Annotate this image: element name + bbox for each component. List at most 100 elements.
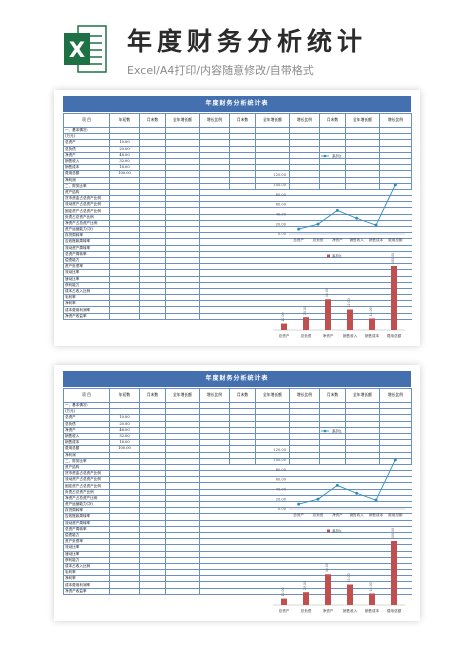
data-label: 18.00 [369,582,373,591]
data-point [335,208,339,212]
data-point [393,183,397,187]
y-tick-label: 100.00 [273,458,286,462]
data-label: 48.00 [325,563,329,572]
y-tick-label: 20.00 [276,222,287,226]
x-tick-label: 费用总额 [388,237,403,242]
table-row: 净资产收益率 [63,312,412,320]
x-tick-label: 销售成本 [369,237,384,242]
x-tick-label: 净资产 [323,333,334,338]
column-header: 全年增长额 [255,388,290,403]
x-tick-label: 销售收入 [343,608,358,613]
x-tick-label: 净资产 [323,608,334,613]
data-label: 32.00 [347,298,351,307]
column-header: 增长比例 [379,113,412,128]
x-tick-label: 销售成本 [369,512,384,517]
data-label: 20.00 [303,581,307,590]
x-tick-label: 销售成本 [365,333,380,338]
legend-swatch [327,529,330,533]
data-label: 10.00 [281,587,285,596]
x-tick-label: 总资产 [293,237,304,242]
y-tick-label: 40.00 [276,488,287,492]
data-label: 32.00 [347,573,351,582]
data-point [393,458,397,462]
empty-cell [165,312,200,320]
data-point [374,223,378,227]
y-tick-label: 60.00 [276,203,287,207]
x-tick-label: 销售收入 [349,237,364,242]
data-label: 100.00 [391,528,395,539]
row-label: 净资产收益率 [63,587,110,595]
y-tick-label: 80.00 [276,468,287,472]
legend-label: 系列1 [332,429,343,434]
x-tick-label: 总资产 [293,512,304,517]
data-point [355,216,359,220]
column-header: 增长比例 [289,113,320,128]
sheet-preview-1: 年度财务分析统计表 项 目年初数 月末数 全年增长额 增长比例 月末数 全年增长额 增长比例… [54,90,420,346]
table-header-row: 项 目年初数 月末数 全年增长额 增长比例 月末数 全年增长额 增长比例 月末数 全年增长额 增长… [63,113,412,128]
sheet-title: 年度财务分析统计表 [63,371,411,387]
column-header: 全年增长额 [345,113,380,128]
value-cell [109,312,140,320]
x-tick-label: 总负债 [301,333,312,338]
line-chart: 系列1 0.00 20.00 40.00 60.00 80.00 100.00 120.00 总… [273,429,405,517]
value-cell [109,587,140,595]
x-tick-label: 总负债 [301,608,312,613]
data-point [297,502,301,506]
line-chart: 系列1 0.00 20.00 40.00 60.00 80.00 100.00 120.00 总… [273,154,405,242]
y-tick-label: 60.00 [276,478,287,482]
bar-chart: 系列1 10.00 总资产 20.00 总负债 48.00 净资产 32.00 销售收入 18.0… [273,528,405,613]
x-tick-label: 总资产 [279,608,290,613]
column-header: 增长比例 [199,388,230,403]
page-subtitle: Excel/A4打印/内容随意修改/自带格式 [127,64,314,77]
row-label: 净资产收益率 [63,312,110,320]
bar [281,598,287,605]
legend-marker [323,429,327,433]
y-tick-label: 20.00 [276,497,287,501]
page-title: 年度财务分析统计 [127,27,368,56]
series-line [298,459,396,505]
legend-marker [323,154,327,158]
bar [325,574,331,605]
column-header: 月末数 [319,388,346,403]
column-header: 全年增长额 [255,113,290,128]
excel-logo-icon: X [64,25,107,73]
y-tick-label: 120.00 [273,448,286,452]
x-tick-label: 净资产 [332,512,343,517]
legend-label: 系列1 [332,154,343,159]
empty-cell [139,587,166,595]
sheet-preview-2: 年度财务分析统计表 项 目年初数 月末数 全年增长额 增长比例 月末数 全年增长额 增长比例… [54,365,420,621]
x-tick-label: 费用总额 [387,608,402,613]
data-point [316,222,320,226]
data-point [316,497,320,501]
x-tick-label: 净资产 [332,237,343,242]
y-tick-label: 120.00 [273,173,286,177]
table-row: 费用总额 100.00 [63,445,412,453]
column-header: 增长比例 [289,388,320,403]
column-header: 全年增长额 [345,388,380,403]
sheet-title: 年度财务分析统计表 [63,96,411,112]
column-header: 月末数 [139,388,166,403]
data-label: 100.00 [391,253,395,264]
bar [303,317,309,330]
column-header: 全年增长额 [165,113,200,128]
finance-table: 项 目年初数 月末数 全年增长额 增长比例 月末数 全年增长额 增长比例 月末数 全年增长额 增长… [63,388,412,595]
bar [369,593,375,605]
bar-chart: 系列1 10.00 总资产 20.00 总负债 48.00 净资产 32.00 销售收入 18.0… [273,253,405,338]
data-point [355,491,359,495]
table-row: (万元) [63,408,412,416]
logo-letter: X [69,38,85,62]
column-header: 月末数 [229,113,256,128]
data-label: 18.00 [369,307,373,316]
column-header: 月末数 [319,113,346,128]
column-header: 年初数 [109,388,140,403]
table-row: 成本费用利润率 [63,306,412,314]
bar [325,299,331,330]
x-tick-label: 销售成本 [365,608,380,613]
y-tick-label: 100.00 [273,183,286,187]
table-row: (万元) [63,133,412,141]
bar [391,266,397,330]
bar [391,541,397,605]
data-point [297,227,301,231]
column-header: 增长比例 [199,113,230,128]
y-tick-label: 0.00 [278,232,287,236]
